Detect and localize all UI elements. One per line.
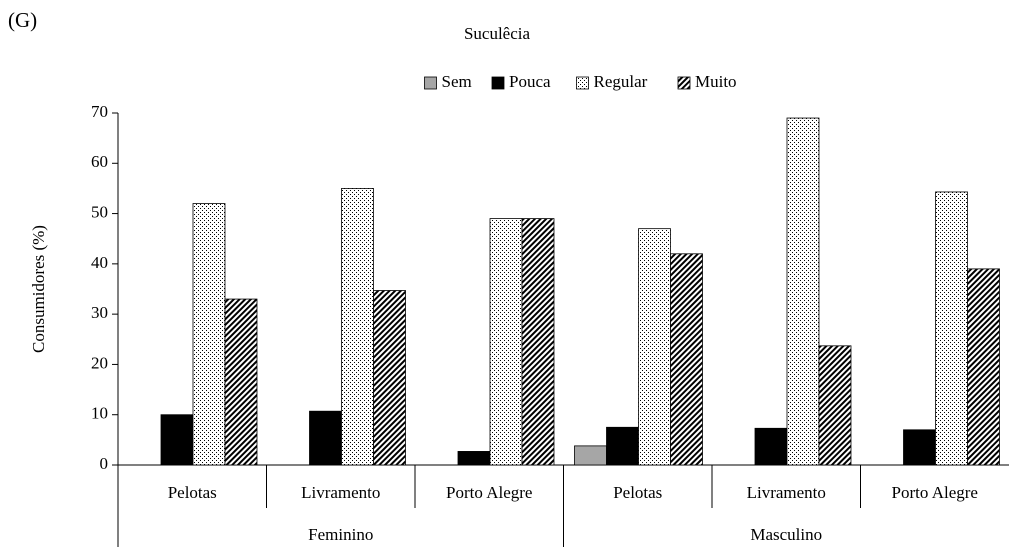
legend-swatch (576, 76, 589, 90)
x-tick-label: Porto Alegre (446, 483, 532, 502)
group-label: Feminino (308, 525, 373, 544)
bar (903, 429, 936, 466)
bar (638, 228, 671, 466)
bar (786, 117, 820, 466)
y-tick-label: 60 (91, 152, 108, 171)
bar (574, 445, 607, 466)
y-tick-label: 20 (91, 353, 108, 372)
bar (160, 414, 194, 466)
bar (457, 451, 491, 466)
y-axis-label: Consumidores (%) (29, 225, 48, 353)
x-tick-label: Porto Alegre (892, 483, 978, 502)
bar (670, 253, 703, 466)
bar (935, 191, 968, 466)
bar (224, 298, 258, 466)
legend-swatch (424, 76, 437, 90)
y-tick-label: 70 (91, 102, 108, 121)
bar (341, 188, 374, 466)
bar (754, 427, 788, 466)
x-tick-label: Livramento (301, 483, 380, 502)
legend-label: Sem (442, 72, 472, 91)
bar (192, 203, 226, 466)
legend-label: Regular (594, 72, 648, 91)
legend-swatch (677, 76, 691, 90)
bar (521, 218, 555, 466)
legend-swatch (491, 76, 505, 90)
group-label: Masculino (750, 525, 822, 544)
x-tick-label: Pelotas (613, 483, 662, 502)
bar (606, 426, 639, 466)
y-tick-label: 50 (91, 202, 108, 221)
bar (373, 290, 406, 466)
x-tick-label: Livramento (747, 483, 826, 502)
y-tick-label: 0 (100, 454, 109, 473)
bar (309, 410, 342, 466)
legend-label: Muito (695, 72, 737, 91)
y-tick-label: 30 (91, 303, 108, 322)
bar (489, 218, 523, 466)
y-tick-label: 40 (91, 253, 108, 272)
bar (818, 345, 852, 466)
legend-label: Pouca (509, 72, 551, 91)
x-tick-label: Pelotas (168, 483, 217, 502)
bar (967, 268, 1000, 466)
panel-label: (G) (8, 8, 37, 32)
y-tick-label: 10 (91, 404, 108, 423)
chart-title: Suculêcia (464, 24, 531, 43)
